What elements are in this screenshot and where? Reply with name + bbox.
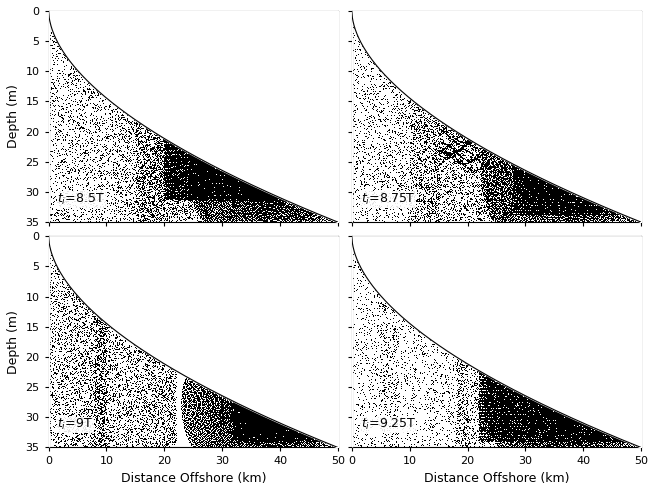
Y-axis label: Depth (m): Depth (m) <box>7 85 20 149</box>
X-axis label: Distance Offshore (km): Distance Offshore (km) <box>424 472 569 485</box>
Text: $t_i$=8.75T: $t_i$=8.75T <box>360 192 415 207</box>
Text: $t_i$=9.25T: $t_i$=9.25T <box>360 417 416 432</box>
Y-axis label: Depth (m): Depth (m) <box>7 310 20 374</box>
X-axis label: Distance Offshore (km): Distance Offshore (km) <box>121 472 266 485</box>
Text: $t_i$=9T: $t_i$=9T <box>58 417 93 432</box>
Text: $t_i$=8.5T: $t_i$=8.5T <box>58 192 105 207</box>
